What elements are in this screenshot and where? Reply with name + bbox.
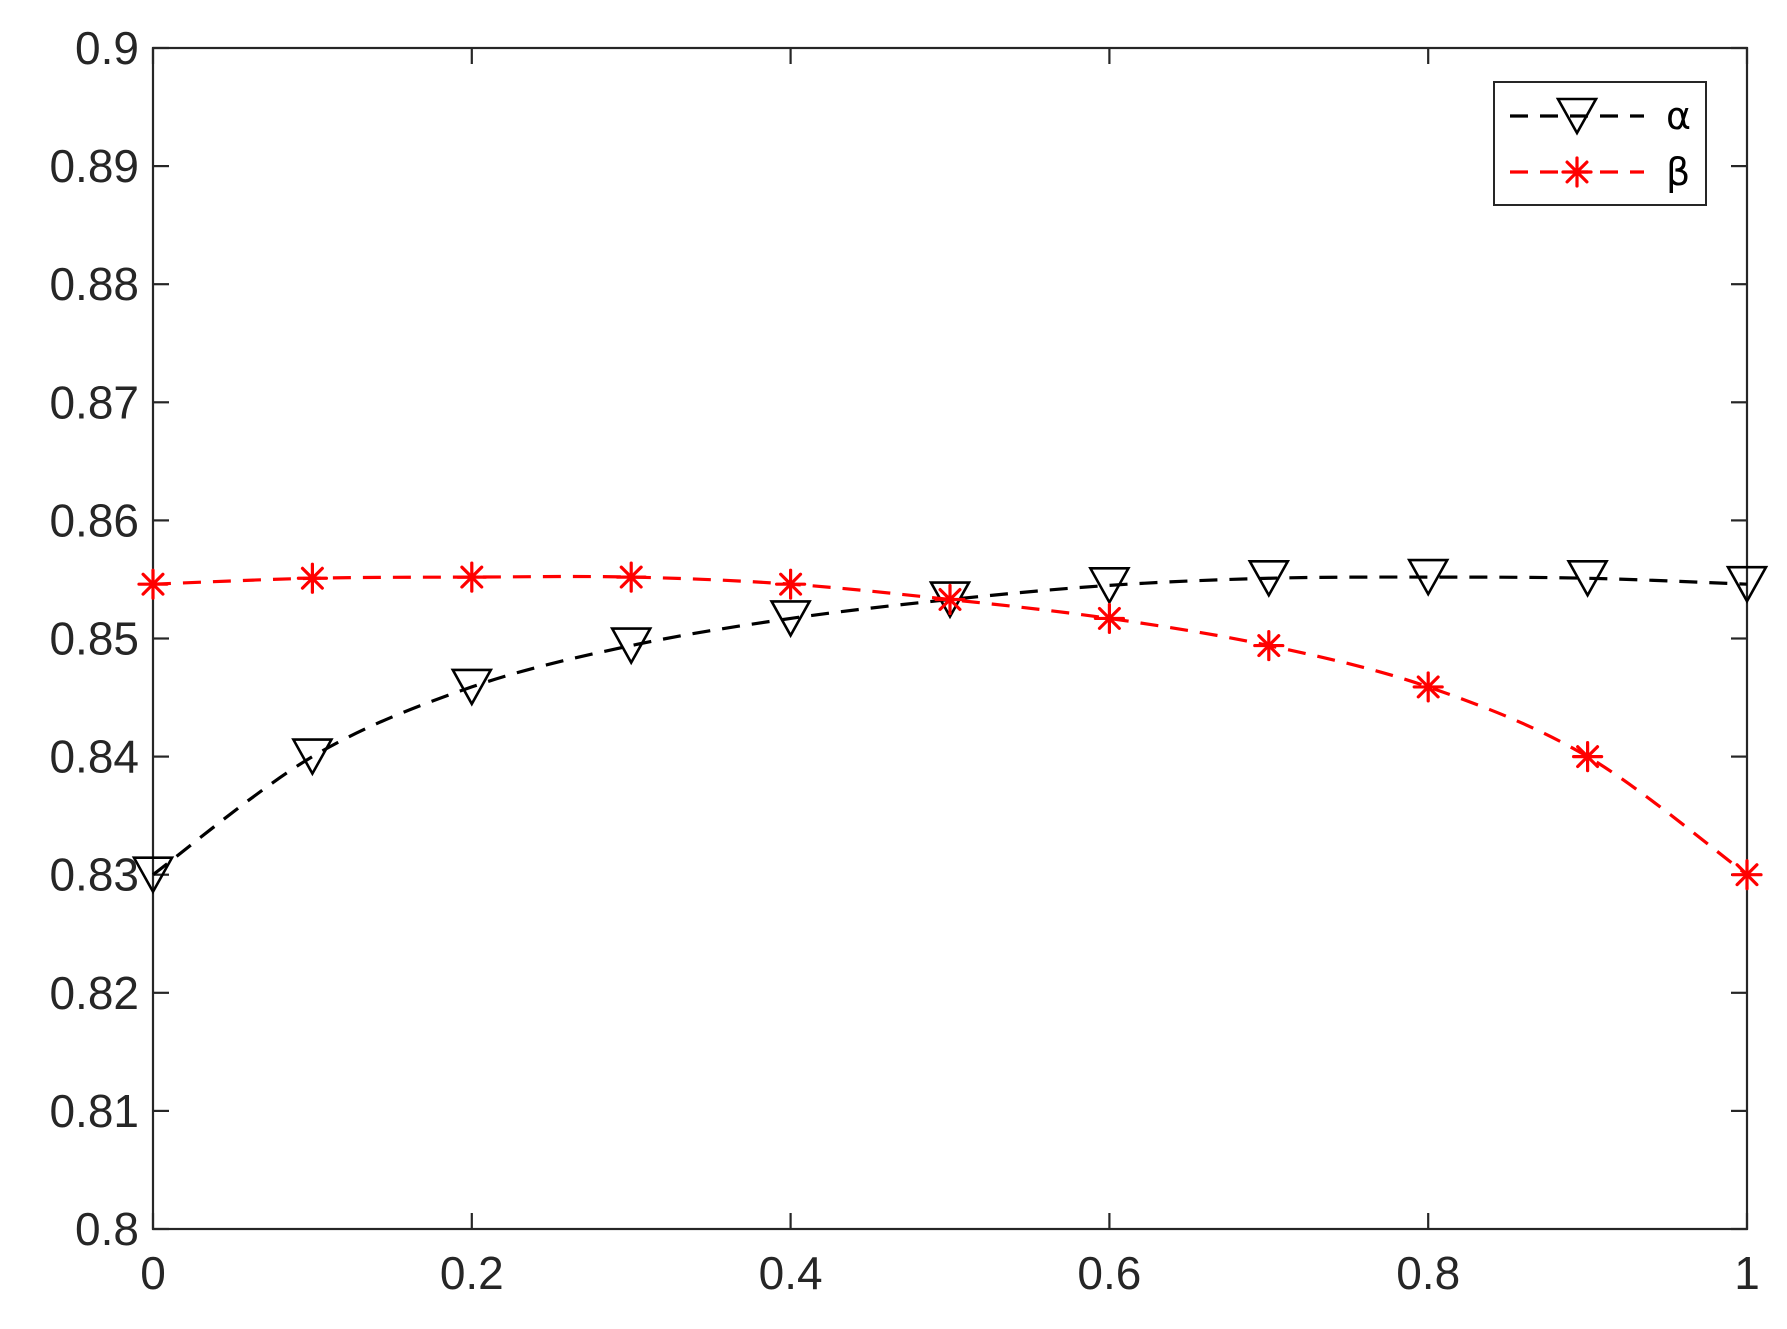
asterisk-stroke (1576, 745, 1600, 769)
y-tick-label: 0.87 (49, 376, 139, 428)
y-tick-label: 0.83 (49, 849, 139, 901)
legend-triangle-marker (1555, 97, 1599, 136)
x-tick-label: 0.2 (440, 1247, 504, 1299)
asterisk-marker (296, 562, 328, 594)
series-line (152, 574, 1748, 876)
y-tick-label: 0.82 (49, 967, 139, 1019)
triangle-marker (1406, 558, 1450, 597)
asterisk-stroke (300, 566, 324, 590)
asterisk-stroke (1735, 863, 1759, 887)
triangle-marker (1725, 565, 1769, 604)
y-axis-ticks: 0.8 0.81 0.82 0.83 0.84 0.85 0.86 0.87 0.88 0.89 0… (49, 22, 1747, 1255)
y-tick-label: 0.86 (49, 494, 139, 546)
asterisk-stroke (141, 572, 165, 596)
series-layer (131, 558, 1769, 895)
legend-label: α (1666, 94, 1691, 138)
legend-entry: α (1510, 94, 1691, 138)
y-tick-label: 0.88 (49, 258, 139, 310)
y-tick-label: 0.9 (75, 22, 139, 74)
y-tick-label: 0.81 (49, 1085, 139, 1137)
asterisk-marker (1253, 629, 1285, 662)
asterisk-marker (1412, 671, 1444, 703)
x-tick-label: 0.4 (759, 1247, 823, 1299)
y-tick-label: 0.89 (49, 140, 139, 192)
asterisk-stroke (1416, 675, 1440, 699)
legend-box (1493, 81, 1707, 206)
x-tick-label: 1 (1734, 1247, 1760, 1299)
triangle-marker (609, 627, 653, 666)
triangle-marker (1247, 559, 1291, 598)
y-tick-label: 0.85 (49, 613, 139, 665)
asterisk-marker (774, 568, 807, 600)
asterisk-marker (456, 561, 488, 593)
x-tick-label: 0.6 (1077, 1247, 1141, 1299)
asterisk-marker (615, 561, 647, 593)
asterisk-stroke (779, 572, 803, 596)
asterisk-stroke (1097, 606, 1121, 630)
legend-asterisk-marker (1561, 156, 1593, 188)
asterisk-stroke (460, 565, 484, 589)
triangle-marker (1088, 567, 1131, 606)
asterisk-stroke (1257, 634, 1281, 658)
x-tick-label: 0 (140, 1247, 166, 1299)
series-beta (137, 561, 1763, 891)
legend-entry: β (1510, 150, 1690, 194)
triangle-marker (291, 738, 334, 777)
asterisk-stroke (619, 565, 643, 589)
x-axis-ticks: 0 0.2 0.4 0.6 0.8 1 (140, 48, 1760, 1299)
legend-label: β (1666, 150, 1690, 194)
triangle-marker (1566, 559, 1609, 598)
asterisk-stroke (938, 588, 962, 612)
triangle-marker (131, 856, 175, 895)
asterisk-marker (1571, 740, 1604, 773)
y-tick-label: 0.8 (75, 1203, 139, 1255)
asterisk-marker (934, 583, 966, 616)
legend: αβ (1493, 81, 1707, 206)
x-tick-label: 0.8 (1396, 1247, 1460, 1299)
asterisk-marker (1093, 602, 1126, 635)
asterisk-marker (1731, 859, 1763, 891)
triangle-marker (450, 668, 494, 707)
asterisk-marker (137, 568, 169, 600)
y-tick-label: 0.84 (49, 731, 139, 783)
triangle-marker (769, 600, 812, 639)
asterisk-stroke (1565, 160, 1589, 184)
